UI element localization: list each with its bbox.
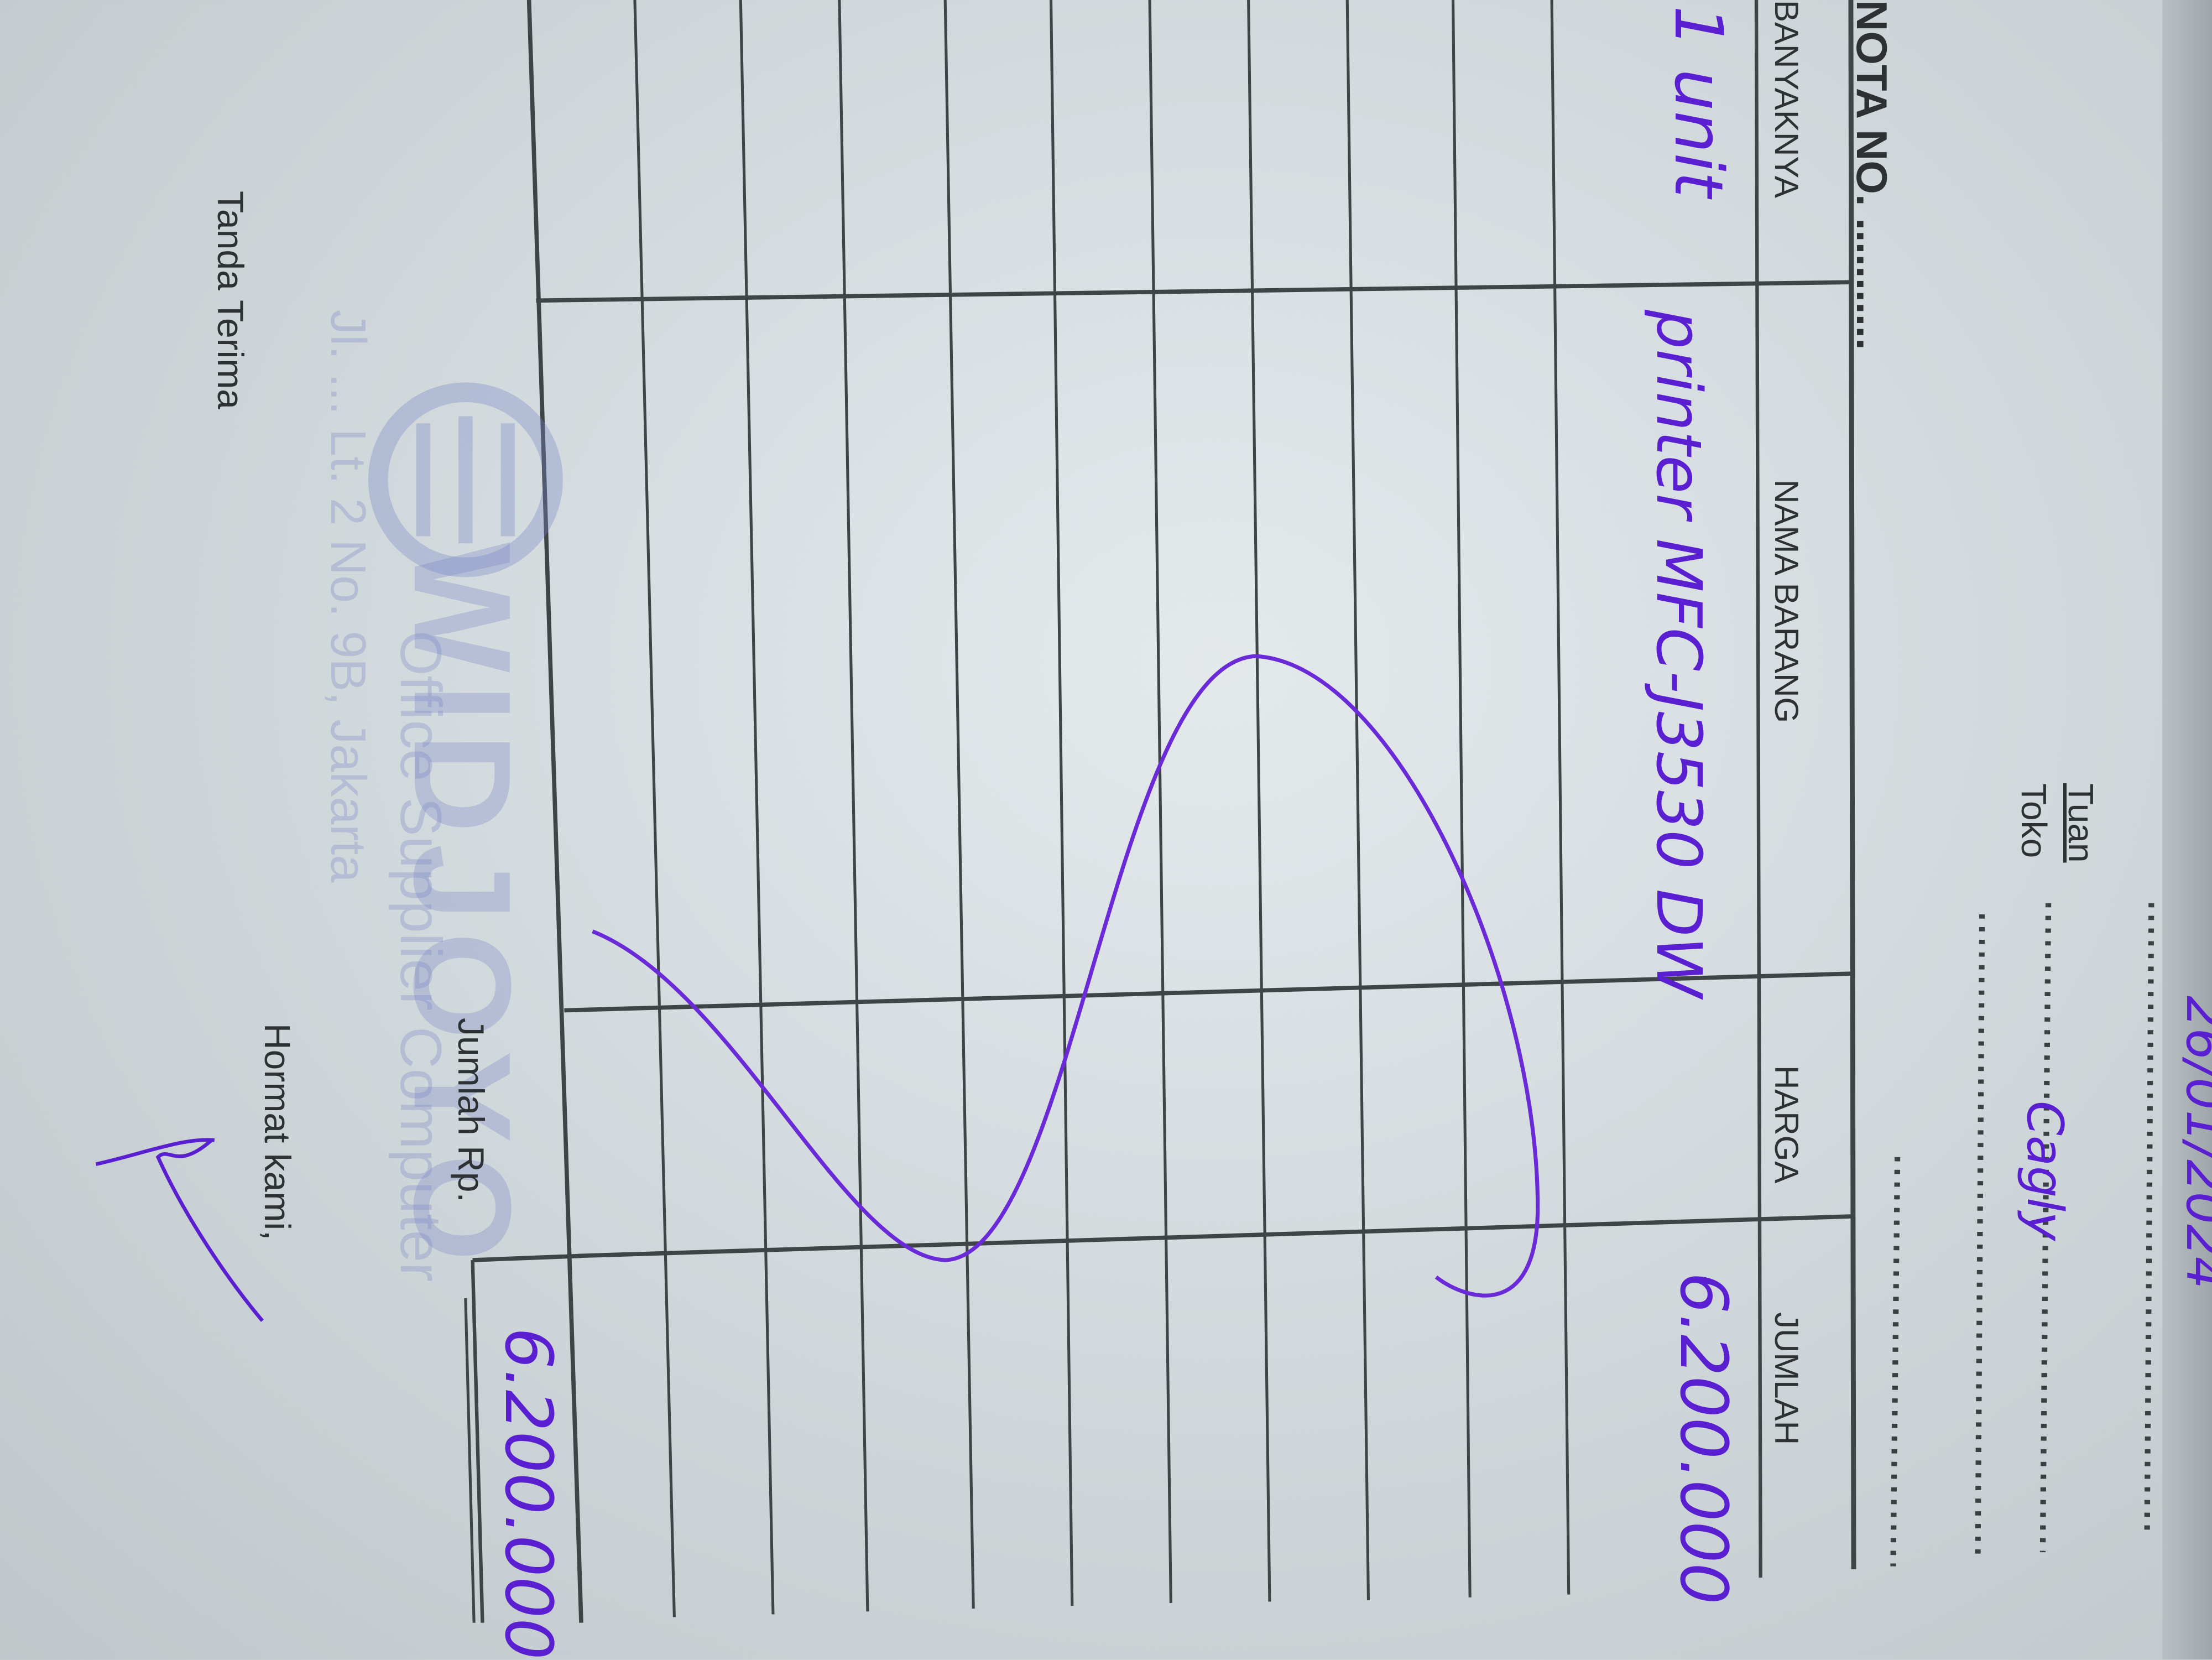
total-amount: 6.200.000	[491, 1328, 567, 1660]
toko-dotted-line	[1975, 914, 1985, 1555]
strike-through-curve	[592, 654, 1540, 1298]
column-header-price: HARGA	[1768, 1065, 1805, 1184]
sender-signature	[95, 1138, 264, 1322]
header-dotted-line	[1890, 1157, 1901, 1567]
header-bottom-line	[1754, 0, 1762, 1578]
row-line	[838, 0, 869, 1612]
stamp-logo	[368, 382, 563, 577]
nota-number-label: NOTA NO. ...........	[1848, 0, 1896, 350]
row-line	[633, 0, 676, 1617]
receiver-label: Tanda Terima	[210, 191, 251, 410]
row-line	[1049, 0, 1074, 1606]
customer-name: Cagly	[2016, 1101, 2074, 1241]
row-line	[1452, 0, 1472, 1597]
date-dotted-line	[2144, 903, 2154, 1531]
row-line	[1345, 0, 1370, 1600]
total-label: Jumlah Rp.	[451, 1018, 492, 1203]
column-header-item-name: NAMA BARANG	[1768, 480, 1805, 724]
item-qty: 1 unit	[1660, 6, 1736, 197]
column-divider	[578, 1214, 1853, 1258]
column-header-amount: JUMLAH	[1768, 1312, 1805, 1445]
column-divider	[536, 280, 1851, 303]
stamp-tagline: Office Supplier Computer	[388, 631, 453, 1282]
item-name: printer MFC-J3530 DW	[1642, 310, 1714, 998]
table-bottom-border	[526, 0, 583, 1623]
toko-label: Toko	[2014, 783, 2054, 858]
stamp-address: Jl. ... Lt. 2 No. 9B, Jakarta	[320, 310, 375, 883]
row-line	[739, 0, 775, 1615]
total-box-line	[472, 1253, 582, 1262]
total-box-line	[464, 1298, 476, 1623]
tuan-label: Tuan	[2061, 783, 2101, 863]
date-value: 26/01/2024	[2175, 996, 2212, 1289]
row-line	[943, 0, 975, 1609]
total-box-line	[471, 1260, 484, 1623]
row-line	[1247, 0, 1271, 1602]
column-divider	[564, 971, 1851, 1013]
column-header-qty: BANYAKNYA	[1768, 0, 1805, 198]
sender-label: Hormat kami,	[257, 1023, 298, 1241]
table-top-border	[1848, 0, 1856, 1569]
paper-edge	[2162, 0, 2212, 1659]
item-amount: 6.200.000	[1666, 1272, 1742, 1605]
row-line	[1148, 0, 1172, 1603]
row-line	[1550, 0, 1571, 1595]
